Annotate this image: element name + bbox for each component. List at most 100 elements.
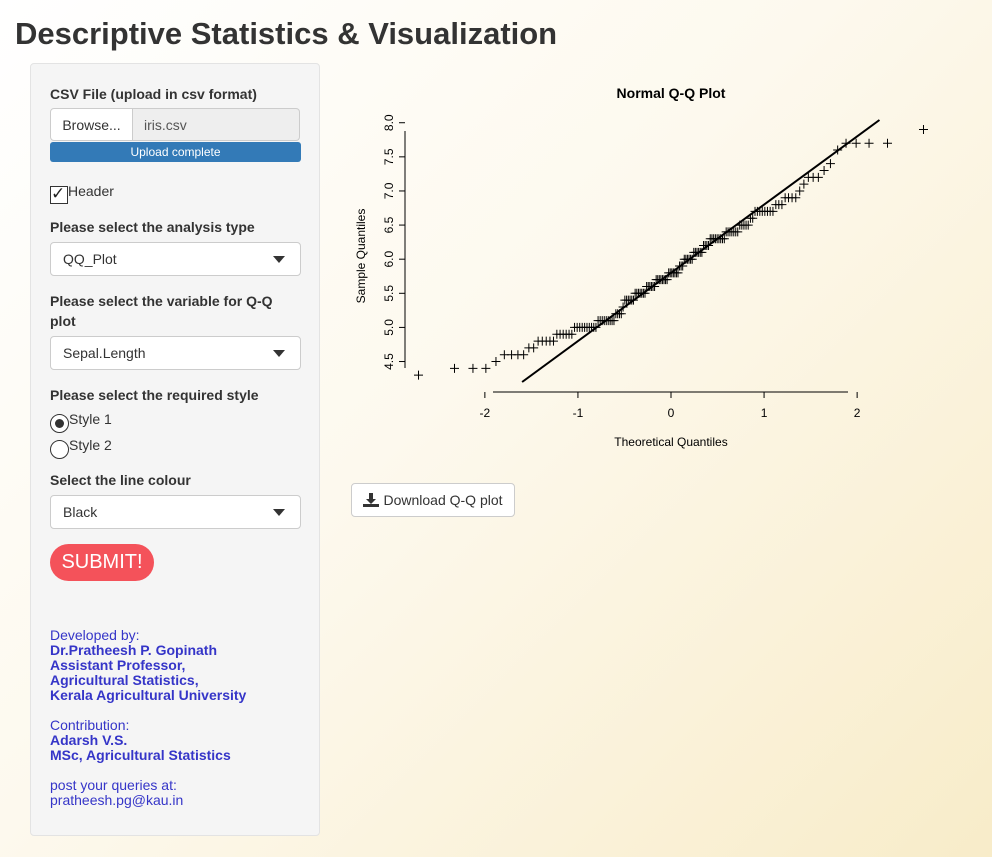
- variable-label-line1: Please select the variable for Q-Q: [50, 293, 273, 309]
- qq-point: [819, 165, 829, 175]
- y-tick-label: 6.5: [382, 216, 396, 233]
- variable-label: Please select the variable for Q-Q plot: [50, 291, 273, 331]
- x-tick-label: 2: [854, 406, 861, 420]
- colour-label: Select the line colour: [50, 472, 191, 488]
- page-title: Descriptive Statistics & Visualization: [15, 16, 558, 51]
- x-tick-label: -1: [573, 406, 584, 420]
- qq-point: [864, 138, 874, 148]
- radio-button-selected[interactable]: [50, 414, 69, 433]
- credits-dev-role: Assistant Professor,: [50, 657, 186, 673]
- header-checkbox[interactable]: ✓: [50, 184, 68, 204]
- radio-button[interactable]: [50, 440, 69, 459]
- qq-point: [662, 275, 672, 285]
- y-tick-label: 7.5: [382, 148, 396, 165]
- variable-value: Sepal.Length: [63, 345, 146, 361]
- y-tick-label: 6.0: [382, 251, 396, 268]
- qq-point: [825, 159, 835, 169]
- credits-contrib-heading: Contribution:: [50, 717, 130, 733]
- style-label: Please select the required style: [50, 387, 259, 403]
- credits-dev-dept: Agricultural Statistics,: [50, 672, 199, 688]
- qq-point: [529, 343, 539, 353]
- analysis-type-value: QQ_Plot: [63, 251, 117, 267]
- qq-point: [481, 363, 491, 373]
- x-tick-label: -2: [480, 406, 491, 420]
- qq-point: [799, 179, 809, 189]
- qq-point: [591, 322, 601, 332]
- credits-contrib-role: MSc, Agricultural Statistics: [50, 747, 231, 763]
- caret-down-icon: [273, 350, 285, 357]
- qq-point: [640, 288, 650, 298]
- qq-point: [697, 247, 707, 257]
- y-tick-label: 5.5: [382, 285, 396, 302]
- qq-point: [719, 234, 729, 244]
- variable-select[interactable]: Sepal.Length: [50, 336, 301, 370]
- download-qq-plot-button[interactable]: Download Q-Q plot: [351, 483, 515, 517]
- credits-contribution: Contribution: Adarsh V.S. MSc, Agricultu…: [50, 718, 231, 763]
- submit-button[interactable]: SUBMIT!: [50, 544, 154, 581]
- qq-point: [733, 227, 743, 237]
- file-name-field: iris.csv: [133, 108, 300, 141]
- upload-progress-bar: Upload complete: [50, 142, 301, 162]
- credits-contrib-name: Adarsh V.S.: [50, 732, 128, 748]
- qq-point: [883, 138, 893, 148]
- credits-email: pratheesh.pg@kau.in: [50, 792, 184, 808]
- qq-point: [748, 213, 758, 223]
- qq-point: [673, 268, 683, 278]
- y-ticks: 4.5 5.0 5.5 6.0 6.5 7.0 7.5 8.0: [382, 114, 405, 370]
- data-points: [414, 125, 928, 380]
- download-icon: [363, 493, 380, 507]
- qq-point: [743, 220, 753, 230]
- x-tick-label: 1: [761, 406, 768, 420]
- qq-point: [618, 302, 628, 312]
- qq-point: [491, 357, 501, 367]
- y-tick-label: 5.0: [382, 319, 396, 336]
- header-checkbox-row[interactable]: ✓ Header: [50, 183, 114, 204]
- chart-title: Normal Q-Q Plot: [617, 85, 726, 101]
- qq-point: [918, 125, 928, 135]
- qq-point: [449, 363, 459, 373]
- qq-point: [768, 206, 778, 216]
- qq-point: [813, 172, 823, 182]
- caret-down-icon: [273, 256, 285, 263]
- qq-point: [519, 350, 529, 360]
- qq-point: [791, 193, 801, 203]
- credits-dev-name: Dr.Pratheesh P. Gopinath: [50, 642, 218, 658]
- sidebar-panel: CSV File (upload in csv format) Browse..…: [30, 63, 320, 836]
- file-input[interactable]: Browse... iris.csv: [50, 108, 300, 141]
- qq-point: [468, 363, 478, 373]
- header-checkbox-label: Header: [68, 183, 114, 199]
- qq-point: [609, 316, 619, 326]
- colour-value: Black: [63, 504, 98, 520]
- qq-point: [628, 295, 638, 305]
- radio-style-2[interactable]: Style 2: [50, 437, 112, 459]
- radio-style-1[interactable]: Style 1: [50, 411, 112, 433]
- caret-down-icon: [273, 509, 285, 516]
- reference-line: [521, 119, 881, 383]
- qq-point: [687, 254, 697, 264]
- y-tick-label: 7.0: [382, 182, 396, 199]
- qq-point: [841, 138, 851, 148]
- credits-dev-org: Kerala Agricultural University: [50, 687, 247, 703]
- x-ticks: -2 -1 0 1 2: [480, 392, 861, 420]
- variable-label-line2: plot: [50, 313, 76, 329]
- qq-point: [851, 138, 861, 148]
- qq-point: [414, 370, 424, 380]
- file-input-label: CSV File (upload in csv format): [50, 86, 257, 102]
- qq-point: [678, 261, 688, 271]
- analysis-type-select[interactable]: QQ_Plot: [50, 242, 301, 276]
- analysis-type-label: Please select the analysis type: [50, 219, 255, 235]
- y-axis-label: Sample Quantiles: [354, 209, 368, 304]
- qq-point: [567, 329, 577, 339]
- credits-query-heading: post your queries at:: [50, 777, 177, 793]
- browse-button[interactable]: Browse...: [50, 108, 133, 141]
- credits-dev-heading: Developed by:: [50, 627, 140, 643]
- qq-point: [616, 309, 626, 319]
- colour-select[interactable]: Black: [50, 495, 301, 529]
- qq-point: [795, 186, 805, 196]
- x-tick-label: 0: [668, 406, 675, 420]
- qq-point: [704, 241, 714, 251]
- qq-point: [833, 145, 843, 155]
- download-label: Download Q-Q plot: [383, 492, 503, 508]
- credits-developer: Developed by: Dr.Pratheesh P. Gopinath A…: [50, 628, 246, 703]
- y-tick-label: 4.5: [382, 353, 396, 370]
